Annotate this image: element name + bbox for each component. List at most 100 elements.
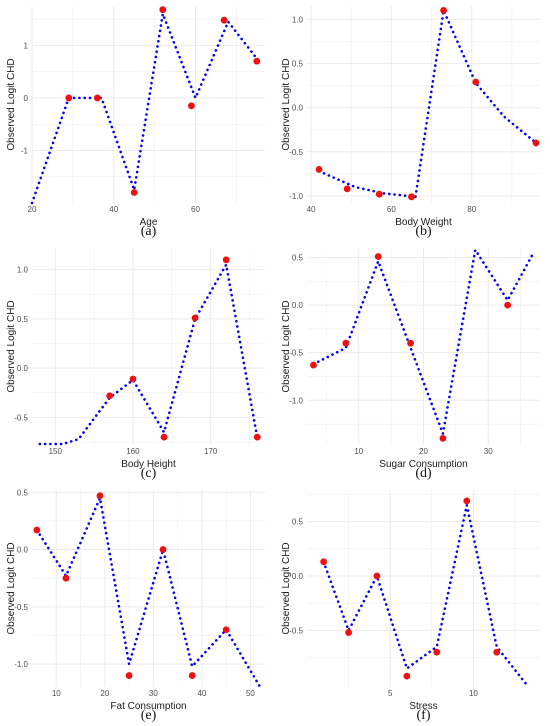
y-tick-label: 0.0 [17, 546, 29, 555]
data-point [440, 7, 447, 14]
x-tick-label: 50 [246, 689, 255, 698]
data-point [253, 433, 261, 441]
y-tick-label: 1.0 [292, 15, 304, 24]
data-point [408, 193, 415, 201]
x-tick-label: 5 [388, 689, 393, 698]
data-point [129, 375, 137, 383]
data-point [160, 433, 168, 441]
panel-caption: (f) [417, 708, 431, 723]
data-point [94, 94, 101, 102]
data-point [65, 94, 73, 102]
x-axis-title: Sugar Consumption [379, 459, 467, 470]
y-tick-label: 0.5 [292, 254, 304, 263]
series-line-fitted [322, 504, 528, 687]
data-point [407, 339, 414, 347]
data-point [106, 392, 114, 400]
data-point [439, 434, 447, 442]
x-tick-label: 20 [28, 205, 37, 214]
y-tick-label: 0.0 [17, 364, 29, 373]
data-point [345, 629, 353, 636]
series-line-fitted [30, 8, 263, 205]
x-axis-title: Body Height [121, 459, 176, 470]
x-tick-label: 20 [419, 447, 428, 456]
series-line-fitted [317, 5, 538, 199]
x-tick-label: 10 [469, 689, 478, 698]
y-tick-label: 0.5 [17, 488, 29, 497]
x-tick-label: 30 [149, 689, 158, 698]
data-point [96, 492, 104, 500]
plot-area [38, 256, 261, 446]
plot-area [33, 492, 262, 689]
series-line-fitted [35, 493, 262, 689]
panel-caption: (e) [141, 708, 157, 723]
chart-panel-c: 150 160 170 -0.5 0.0 0.5 1.0 Body Height Observe… [0, 242, 275, 484]
y-tick-label: 0.0 [292, 104, 304, 113]
y-tick-label: 0.0 [292, 572, 304, 581]
y-axis-title: Observed Logit CHD [281, 542, 292, 634]
x-tick-label: 10 [354, 447, 363, 456]
y-tick-label: -0.5 [289, 626, 303, 635]
y-tick-label: -0.5 [289, 349, 303, 358]
y-axis-title: Observed Logit CHD [6, 58, 17, 150]
chart-panel-e: 10 20 30 40 50 -1.0 -0.5 0.0 0.5 Fat Consumption O… [0, 484, 275, 726]
chart-svg-e: 10 20 30 40 50 -1.0 -0.5 0.0 0.5 Fat Consumption O… [6, 488, 265, 723]
chart-panel-d: 10 20 30 -1.0 -0.5 0.0 0.5 Sugar Consumption Obs… [275, 242, 550, 484]
x-tick-label: 150 [49, 447, 63, 456]
plot-area [315, 5, 540, 201]
chart-panel-b: 40 60 80 -1.0 -0.5 0.0 0.5 1.0 Body Weight Observ… [275, 0, 550, 242]
y-tick-label: -0.5 [289, 148, 303, 157]
y-tick-label: 0 [24, 94, 29, 103]
y-tick-label: 0.5 [17, 315, 29, 324]
data-point [504, 301, 512, 309]
y-axis-title: Observed Logit CHD [6, 300, 17, 392]
series-line-fitted [38, 260, 259, 446]
y-tick-label: 0.0 [292, 301, 304, 310]
data-point [375, 190, 383, 198]
y-axis-title: Observed Logit CHD [281, 300, 292, 392]
data-point [125, 672, 133, 679]
y-axis-title: Observed Logit CHD [281, 58, 292, 150]
x-tick-label: 40 [307, 205, 316, 214]
data-point [33, 526, 41, 534]
plot-area [30, 6, 263, 205]
data-point [342, 339, 350, 347]
y-tick-label: -1.0 [289, 396, 303, 405]
x-axis-title: Body Weight [395, 217, 452, 228]
data-point [463, 497, 471, 505]
y-tick-label: 1 [24, 41, 29, 50]
x-axis-title: Stress [409, 701, 437, 712]
chart-svg-b: 40 60 80 -1.0 -0.5 0.0 0.5 1.0 Body Weight Observ… [281, 5, 540, 239]
panel-caption: (b) [415, 224, 432, 239]
data-point [532, 139, 540, 147]
data-point [433, 648, 441, 656]
x-tick-label: 170 [204, 447, 218, 456]
y-tick-label: -1 [21, 146, 29, 155]
y-tick-label: 1.0 [17, 266, 29, 275]
x-tick-label: 30 [484, 447, 493, 456]
chart-svg-f: 5 10 -0.5 0.0 0.5 Stress Observed Logit CHD (f) [281, 490, 540, 723]
panel-caption: (c) [141, 466, 157, 481]
panel-caption: (a) [141, 224, 157, 239]
x-tick-label: 160 [126, 447, 140, 456]
data-point [253, 57, 261, 65]
data-point [315, 166, 323, 173]
panel-caption: (d) [415, 466, 432, 481]
data-point [188, 672, 196, 679]
data-point [220, 16, 228, 24]
x-tick-label: 40 [197, 689, 206, 698]
chart-svg-a: 20 40 60 -1 0 1 Age Observed Logit CHD (a) [6, 6, 265, 239]
data-point [191, 314, 199, 322]
chart-panel-a: 20 40 60 -1 0 1 Age Observed Logit CHD (a) [0, 0, 275, 242]
x-tick-label: 40 [109, 205, 118, 214]
data-point [159, 6, 167, 14]
data-point [159, 546, 167, 553]
x-axis-title: Age [140, 217, 158, 228]
data-point [320, 558, 328, 566]
x-tick-label: 20 [100, 689, 109, 698]
y-tick-label: -1.0 [14, 660, 28, 669]
x-tick-label: 60 [387, 205, 396, 214]
chart-panel-f: 5 10 -0.5 0.0 0.5 Stress Observed Logit CHD (f) [275, 484, 550, 726]
y-tick-label: 0.5 [292, 59, 304, 68]
x-tick-label: 80 [467, 205, 476, 214]
